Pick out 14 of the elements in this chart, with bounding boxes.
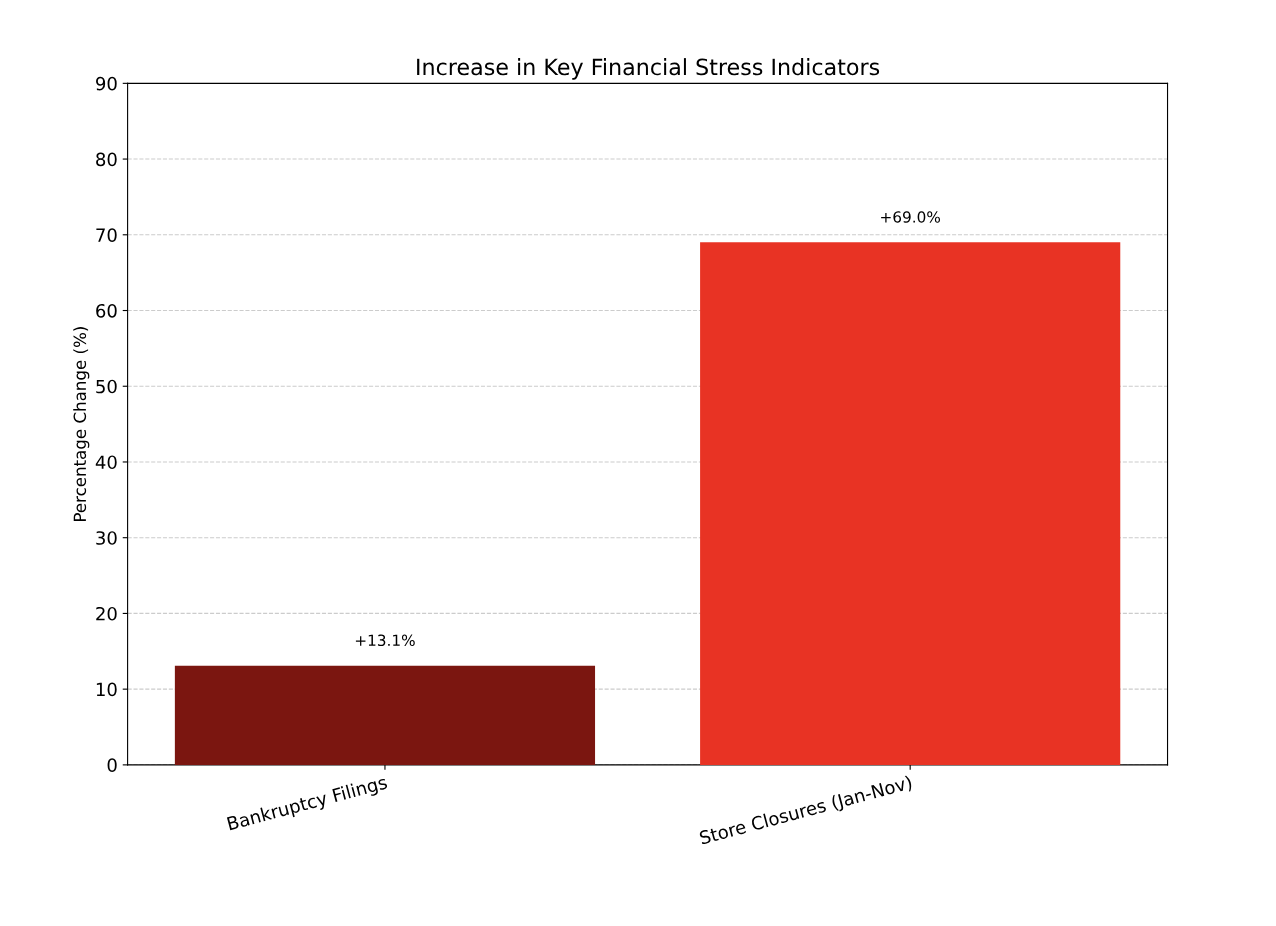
- y-tick-label: 40: [95, 455, 117, 470]
- y-tick-label: 30: [96, 531, 117, 545]
- y-tick-label: 50: [96, 379, 117, 394]
- y-tick-label: 60: [96, 303, 117, 318]
- y-tick-label: 10: [96, 682, 117, 697]
- y-tick-label: 70: [96, 228, 117, 242]
- chart-title: Increase in Key Financial Stress Indicators: [417, 58, 880, 80]
- y-tick-label: 0: [107, 758, 117, 772]
- data-label: +69.0%: [881, 211, 941, 223]
- y-tick-label: 80: [96, 152, 117, 167]
- y-tick-label: 20: [96, 606, 117, 621]
- y-axis-title: Percentage Change (%): [73, 327, 90, 521]
- y-tick-label: 90: [96, 76, 117, 91]
- data-label: +13.1%: [355, 634, 415, 647]
